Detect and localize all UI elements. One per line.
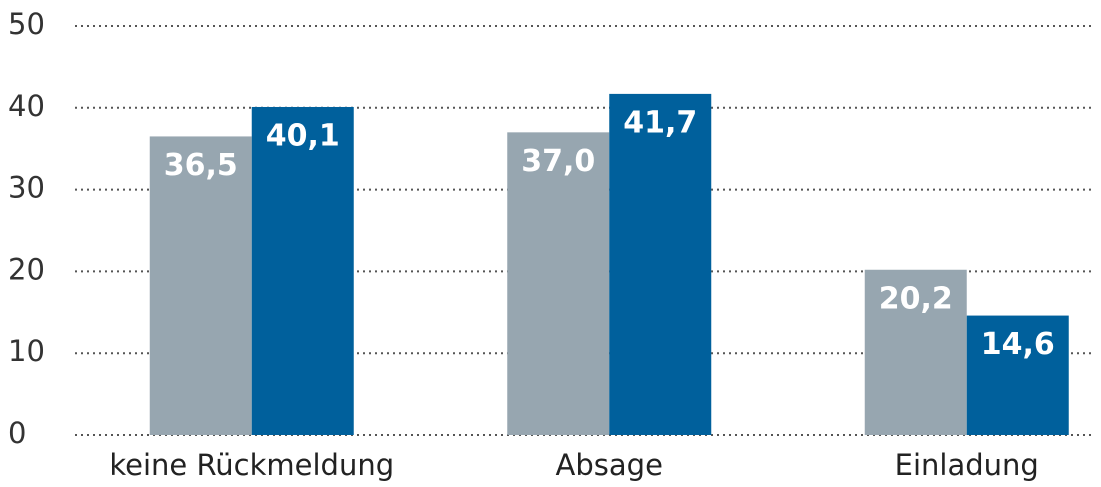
value-label: 14,6 [981,327,1055,362]
value-label: 41,7 [623,105,697,140]
bar [149,136,252,435]
x-tick-label: keine Rückmeldung [109,448,394,482]
y-tick-label: 20 [8,252,45,286]
bar [507,132,610,435]
bar [251,106,354,436]
value-label: 37,0 [521,144,595,179]
y-tick-label: 30 [8,171,45,205]
y-tick-label: 0 [8,416,26,450]
y-tick-label: 10 [8,334,45,368]
x-tick-label: Einladung [895,448,1039,482]
bar [609,93,712,436]
y-tick-label: 40 [8,89,45,123]
bar [864,269,967,435]
value-label: 20,2 [879,281,953,316]
value-label: 40,1 [266,118,340,153]
y-tick-label: 50 [8,7,45,41]
x-tick-label: Absage [556,448,663,482]
value-label: 36,5 [164,148,238,183]
bar [966,315,1069,435]
